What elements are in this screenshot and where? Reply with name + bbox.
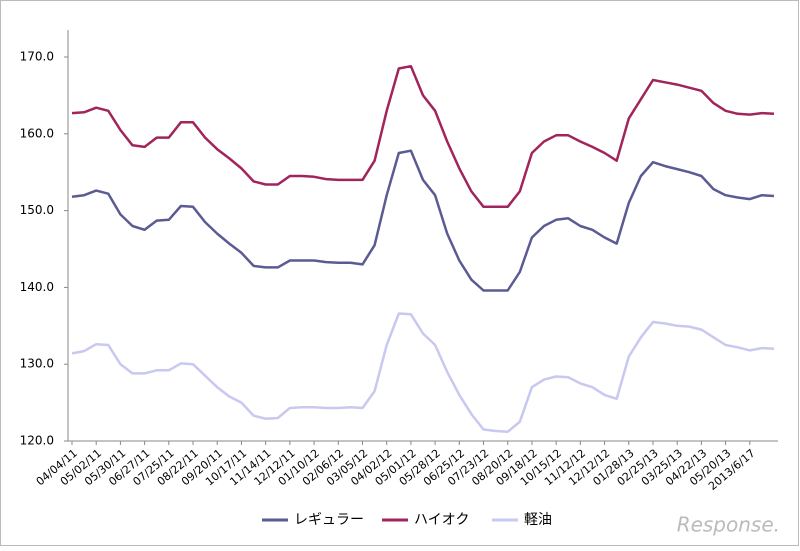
watermark: Response. (677, 513, 780, 537)
y-tick-label: 160.0 (20, 126, 54, 140)
y-tick-label: 140.0 (20, 280, 54, 294)
y-tick-label: 150.0 (20, 203, 54, 217)
legend-label: 軽油 (524, 512, 552, 528)
y-tick-label: 170.0 (20, 50, 54, 64)
y-tick-label: 130.0 (20, 357, 54, 371)
line-series (71, 149, 775, 292)
legend-label: レギュラー (294, 512, 364, 528)
line-series (71, 64, 775, 209)
line-series (71, 312, 775, 434)
legend-label: ハイオク (414, 512, 469, 528)
y-tick-label: 120.0 (20, 434, 54, 448)
